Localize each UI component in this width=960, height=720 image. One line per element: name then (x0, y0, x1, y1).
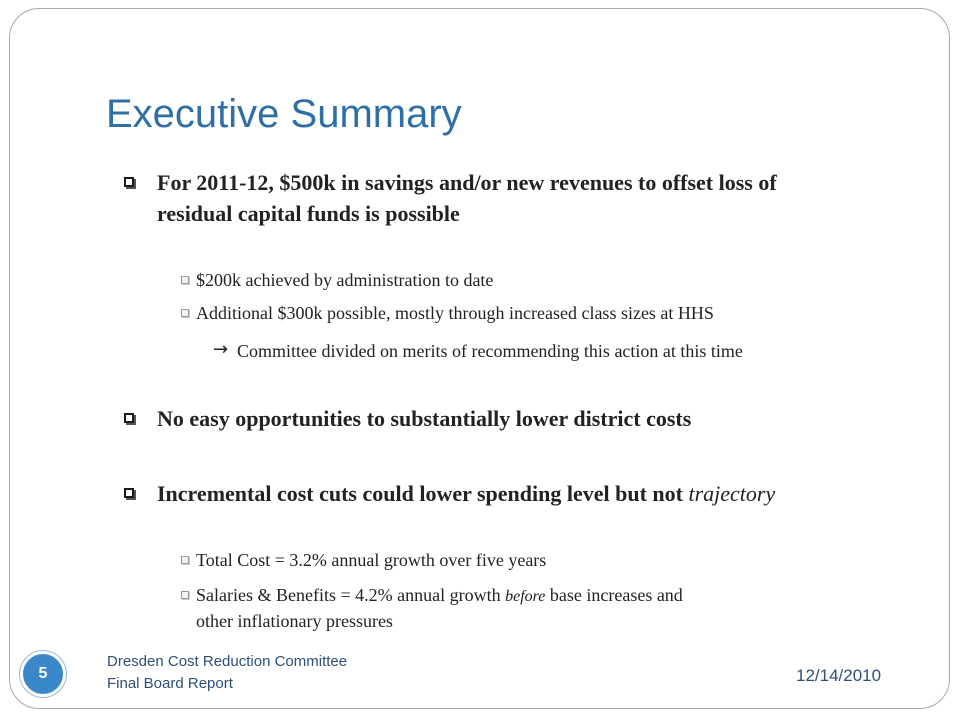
bullet-1-line-2: residual capital funds is possible (157, 201, 460, 226)
footer-date: 12/14/2010 (796, 666, 882, 685)
bullet-3-text: Incremental cost cuts could lower spendi… (157, 481, 689, 506)
bullet-3-sub-1: Total Cost = 3.2% annual growth over fiv… (196, 550, 547, 570)
bullet-3-sub-2-part-1: Salaries & Benefits = 4.2% annual growth (196, 585, 506, 605)
checkbox-bullet-icon (181, 556, 189, 564)
bullet-3-sub-2: Salaries & Benefits = 4.2% annual growth… (196, 583, 683, 609)
bullet-3-sub-2-italic: before (505, 588, 546, 605)
bullet-1-sub-2-note: Committee divided on merits of recommend… (237, 341, 743, 361)
checkbox-bullet-icon (181, 591, 189, 599)
checkbox-bullet-icon (181, 309, 189, 317)
page-number-badge: 5 (20, 651, 66, 697)
checkbox-bullet-icon (181, 276, 189, 284)
bullet-2: No easy opportunities to substantially l… (157, 406, 692, 431)
bullet-1-sub-2: Additional $300k possible, mostly throug… (196, 303, 714, 323)
footer-line-1: Dresden Cost Reduction Committee (107, 653, 348, 670)
checkbox-bullet-icon (124, 488, 134, 498)
slide-title: Executive Summary (106, 92, 462, 136)
bullet-3: Incremental cost cuts could lower spendi… (157, 477, 775, 511)
bullet-1-sub-1: $200k achieved by administration to date (196, 270, 494, 290)
bullet-3-italic: trajectory (688, 481, 776, 506)
bullet-1-line-1: For 2011-12, $500k in savings and/or new… (157, 170, 777, 195)
checkbox-bullet-icon (124, 177, 134, 187)
footer-line-2: Final Board Report (107, 675, 233, 692)
bullet-3-sub-2-part-2: base increases and (545, 585, 683, 605)
arrow-right-icon: → (213, 339, 229, 360)
bullet-3-sub-2-line-2: other inflationary pressures (196, 611, 393, 631)
slide-frame (9, 8, 950, 709)
checkbox-bullet-icon (124, 413, 134, 423)
